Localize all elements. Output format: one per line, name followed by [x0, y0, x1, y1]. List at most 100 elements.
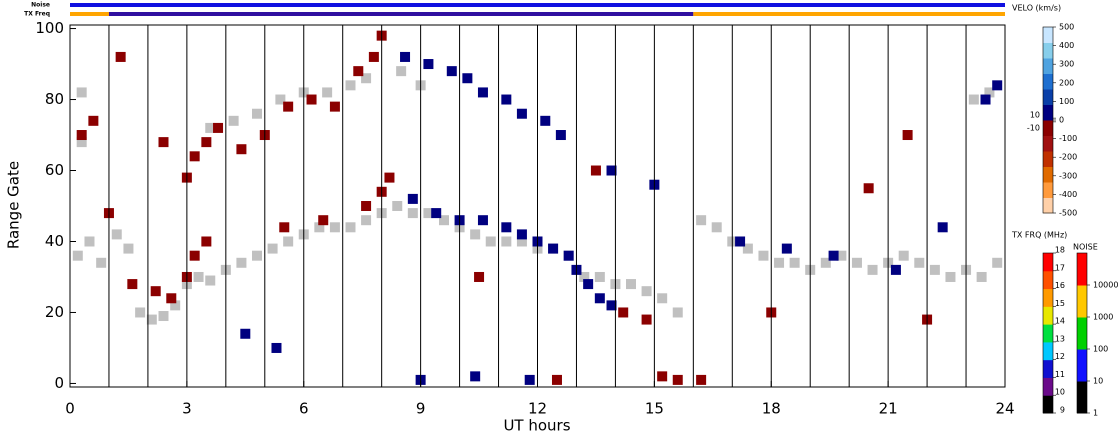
data-cell [392, 201, 403, 211]
colorbar-tick-label: -200 [1059, 153, 1077, 162]
data-cell [329, 222, 340, 233]
data-cell [501, 94, 512, 105]
colorbar-tick-label: 12 [1055, 352, 1065, 361]
data-cell [890, 264, 901, 275]
data-cell [283, 101, 294, 112]
data-cell [314, 222, 325, 233]
data-cell [836, 250, 847, 261]
colorbar-segment [1043, 270, 1053, 290]
data-cell [267, 243, 278, 254]
data-cell [672, 374, 683, 385]
data-cell [516, 229, 527, 240]
data-cell [563, 250, 574, 261]
data-cell [318, 215, 329, 226]
data-cell [606, 165, 617, 176]
data-cell [711, 222, 722, 233]
data-cell [867, 264, 878, 275]
y-tick-label: 0 [54, 374, 64, 392]
data-cell [579, 271, 590, 282]
data-cell [976, 271, 987, 282]
data-cell [76, 87, 87, 98]
data-cell [115, 51, 126, 62]
colorbar-tick-label: -500 [1059, 209, 1077, 218]
status-segment [108, 12, 694, 16]
data-cell [863, 183, 874, 194]
data-cell [555, 130, 566, 141]
data-cell [851, 257, 862, 268]
data-cell [170, 300, 181, 311]
data-cell [96, 257, 107, 268]
data-cell [135, 307, 146, 318]
data-cell [368, 51, 379, 62]
data-cell [76, 130, 87, 141]
x-tick-label: 12 [528, 400, 547, 418]
data-cell [189, 151, 200, 162]
data-cell [252, 108, 262, 119]
data-cell [477, 87, 488, 98]
status-label: Noise [31, 2, 50, 9]
data-cell [189, 250, 200, 261]
colorbar-segment [1077, 285, 1087, 318]
data-cell [524, 374, 535, 385]
colorbar-segment [1043, 27, 1053, 43]
colorbar-segment [1043, 73, 1053, 90]
colorbar-tick-label: 1000 [1093, 313, 1113, 322]
data-cell [353, 66, 364, 77]
data-cell [470, 371, 481, 382]
data-cell [213, 122, 224, 133]
data-cell [329, 101, 340, 112]
data-cell [166, 293, 177, 304]
colorbar-tick-label: 15 [1055, 299, 1065, 308]
data-cell [945, 271, 956, 282]
colorbar-segment [1077, 253, 1087, 286]
data-cell [672, 307, 683, 318]
status-segment [693, 12, 1005, 16]
data-cell [789, 257, 800, 268]
data-cell [361, 215, 372, 226]
colorbar-segment [1043, 377, 1053, 396]
data-cell [201, 236, 212, 247]
colorbar-frame [1042, 252, 1054, 414]
colorbar-segment [1043, 253, 1053, 272]
colorbar-tick-label: 17 [1055, 263, 1065, 272]
data-cell [446, 66, 457, 77]
data-cell [201, 137, 212, 148]
data-cell [781, 243, 792, 254]
data-cell [123, 243, 134, 254]
data-cell [968, 94, 979, 105]
x-tick-label: 0 [65, 400, 75, 418]
data-cell [641, 286, 652, 297]
y-tick-label: 100 [35, 19, 64, 37]
colorbar-tick-label: 10 [1055, 388, 1065, 397]
colorbar-segment [1043, 324, 1053, 343]
data-cell [396, 66, 407, 77]
data-cell [252, 250, 262, 261]
x-tick-label: 15 [645, 400, 664, 418]
data-cell [828, 250, 839, 261]
data-cell [84, 236, 95, 247]
colorbar-tick-label: 500 [1059, 23, 1074, 32]
colorbar-segment [1043, 341, 1053, 361]
colorbar-segment [1043, 151, 1053, 167]
colorbar-tick-label: 18 [1055, 246, 1065, 255]
x-axis-label: UT hours [503, 417, 570, 435]
colorbar-label: TX FRQ (MHz) [1011, 231, 1067, 240]
data-cell [657, 371, 668, 382]
data-cell [992, 257, 1003, 268]
colorbar-tick-label: 10 [1030, 111, 1040, 120]
colorbar-label: VELO (km/s) [1012, 4, 1061, 13]
data-cell [735, 236, 746, 247]
colorbar-segment [1043, 288, 1053, 307]
x-tick-label: 9 [416, 400, 426, 418]
colorbar-tick-label: -400 [1059, 190, 1077, 199]
data-cell [618, 307, 629, 318]
colorbar-tick-label: 10 [1093, 377, 1103, 386]
data-cell [236, 257, 247, 268]
colorbar-tick-label: 400 [1059, 41, 1074, 50]
data-cell [594, 271, 605, 282]
data-cell [937, 222, 948, 233]
data-cell [407, 208, 418, 219]
data-cell [758, 250, 769, 261]
data-cell [236, 144, 247, 155]
colorbar-tick-label: 14 [1055, 317, 1065, 326]
